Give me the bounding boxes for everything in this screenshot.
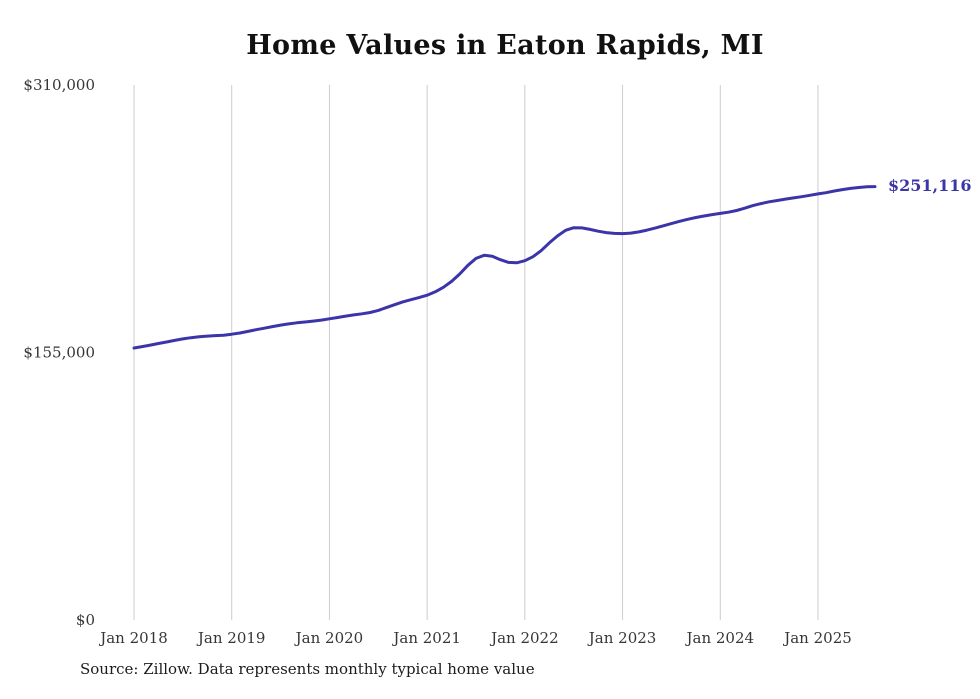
- x-axis-tick-label: Jan 2020: [294, 629, 364, 647]
- x-axis-tick-label: Jan 2025: [782, 629, 852, 647]
- x-axis-tick-label: Jan 2024: [685, 629, 755, 647]
- y-axis-tick-label: $155,000: [23, 344, 95, 362]
- home-value-line: [132, 185, 877, 350]
- chart-title: Home Values in Eaton Rapids, MI: [246, 30, 764, 61]
- x-axis-tick-label: Jan 2023: [587, 629, 657, 647]
- latest-value-label: $251,116: [888, 175, 972, 195]
- x-axis-tick-label: Jan 2022: [489, 629, 559, 647]
- source-note: Source: Zillow. Data represents monthly …: [80, 660, 535, 678]
- x-axis-tick-label: Jan 2019: [196, 629, 266, 647]
- y-axis-tick-label: $310,000: [23, 76, 95, 94]
- y-axis-tick-label: $0: [76, 611, 95, 629]
- x-axis-tick-label: Jan 2018: [98, 629, 168, 647]
- x-axis-tick-label: Jan 2021: [391, 629, 461, 647]
